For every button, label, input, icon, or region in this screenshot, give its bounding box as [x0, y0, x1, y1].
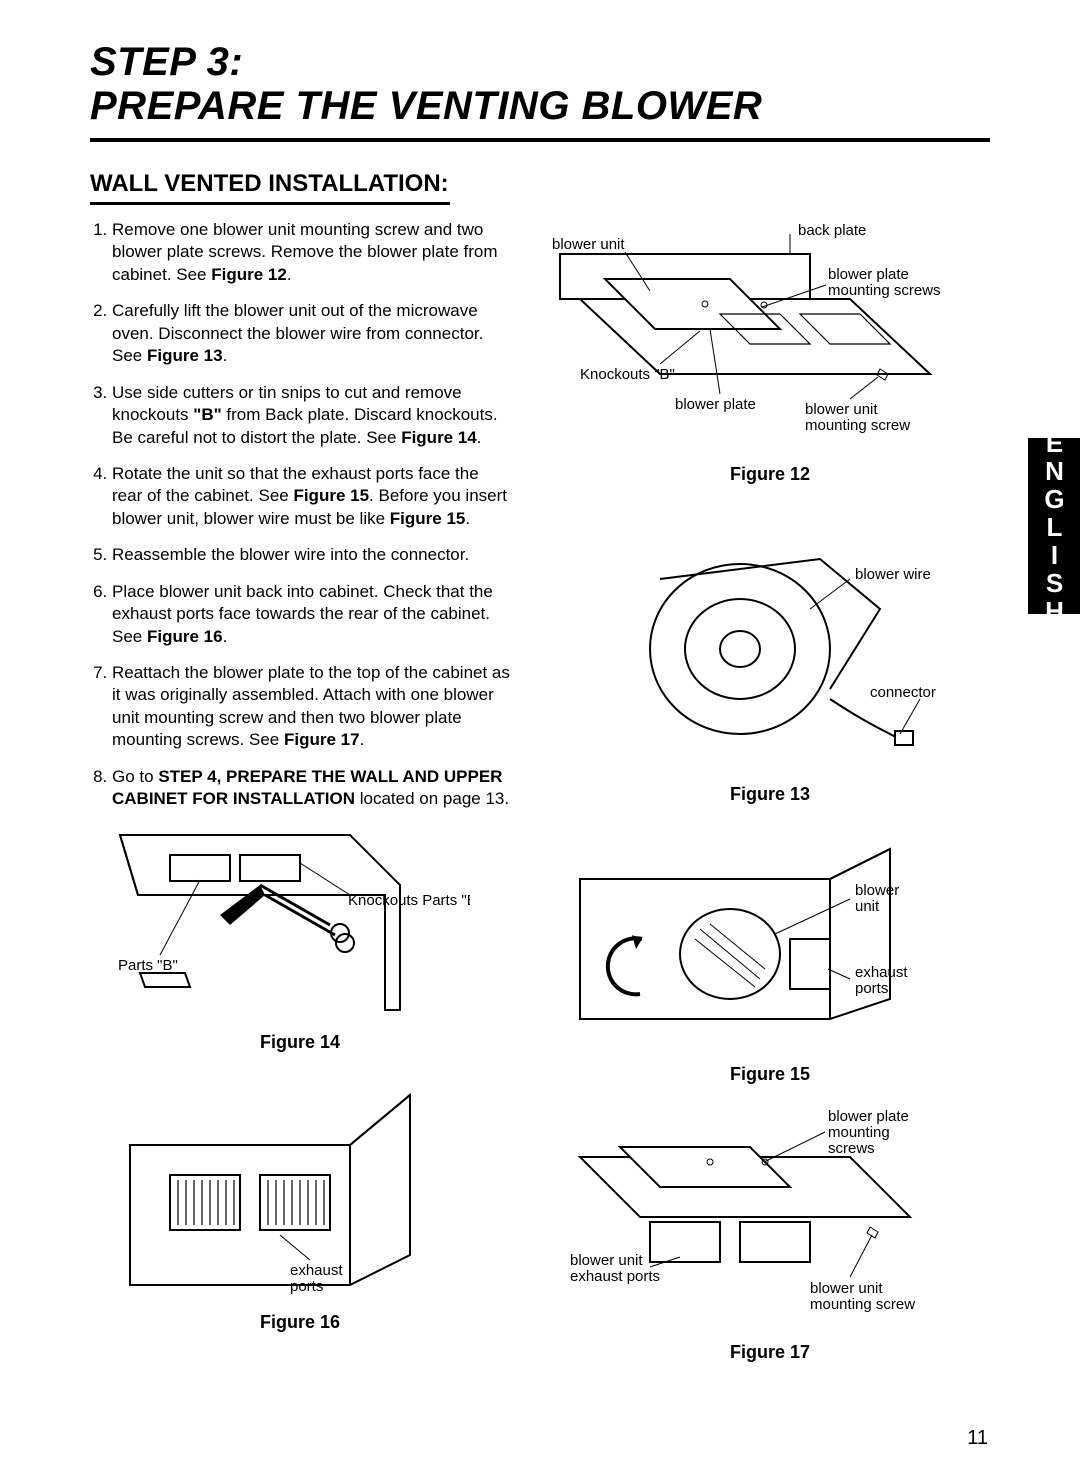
- step-1-bold: Figure 12: [211, 265, 287, 284]
- fig16-exhaust-l1: exhaust: [290, 1262, 343, 1279]
- title-line2: PREPARE THE VENTING BLOWER: [90, 84, 762, 128]
- figure-17: blower plate mounting screws blower unit…: [550, 1107, 990, 1363]
- step-4-b2: Figure 15: [390, 509, 466, 528]
- subtitle-rule: [90, 202, 450, 205]
- step-4-b1: Figure 15: [293, 486, 369, 505]
- fig12-bums1: blower unit: [805, 401, 878, 418]
- figure-15: blower unit exhaust ports Figure 15: [550, 839, 990, 1085]
- fig12-backplate: back plate: [798, 222, 866, 239]
- fig13-wire: blower wire: [855, 566, 931, 583]
- fig15-bu2: unit: [855, 898, 880, 915]
- left-column: Remove one blower unit mounting screw an…: [90, 219, 510, 1369]
- fig12-bpms2: mounting screws: [828, 282, 941, 299]
- fig15-caption: Figure 15: [550, 1064, 990, 1085]
- step-2-bold: Figure 13: [147, 346, 223, 365]
- title-rule: [90, 138, 990, 142]
- step-4-post: .: [465, 509, 470, 528]
- right-column: back plate blower unit blower plate moun…: [550, 219, 990, 1369]
- fig12-blowerunit: blower unit: [552, 236, 625, 253]
- step-1-post: .: [287, 265, 292, 284]
- figure-14: Knockouts Parts "B" Parts "B" Figure 14: [90, 825, 510, 1055]
- fig17-bums1: blower unit: [810, 1280, 883, 1297]
- step-7-bold: Figure 17: [284, 730, 360, 749]
- title-line1: STEP 3:: [90, 40, 243, 84]
- step-8: Go to STEP 4, PREPARE THE WALL AND UPPER…: [112, 766, 510, 811]
- step-6-bold: Figure 16: [147, 627, 223, 646]
- fig15-ep1: exhaust: [855, 964, 908, 981]
- fig17-bpms1: blower plate: [828, 1108, 909, 1125]
- step-2-post: .: [223, 346, 228, 365]
- fig15-ep2: ports: [855, 980, 888, 997]
- step-4: Rotate the unit so that the exhaust port…: [112, 463, 510, 530]
- language-tab: ENGLISH: [1028, 438, 1080, 614]
- step-6-post: .: [223, 627, 228, 646]
- fig17-bpms3: screws: [828, 1140, 875, 1157]
- page-title: STEP 3: PREPARE THE VENTING BLOWER: [90, 40, 990, 128]
- fig15-bu1: blower: [855, 882, 899, 899]
- fig12-bpms1: blower plate: [828, 266, 909, 283]
- step-7: Reattach the blower plate to the top of …: [112, 662, 510, 752]
- fig17-caption: Figure 17: [550, 1342, 990, 1363]
- fig17-bue1: blower unit: [570, 1252, 643, 1269]
- fig17-bpms2: mounting: [828, 1124, 890, 1141]
- fig14-partsb-label: Parts "B": [118, 957, 178, 974]
- fig12-knockb: Knockouts "B": [580, 366, 675, 383]
- fig13-connector: connector: [870, 684, 936, 701]
- fig14-knockouts-label: Knockouts Parts "B": [348, 892, 470, 909]
- step-5: Reassemble the blower wire into the conn…: [112, 544, 510, 566]
- fig13-caption: Figure 13: [550, 784, 990, 805]
- fig17-bums2: mounting screw: [810, 1296, 915, 1313]
- figure-16: exhaust ports Figure 16: [90, 1085, 510, 1335]
- steps-list: Remove one blower unit mounting screw an…: [90, 219, 510, 811]
- fig16-caption: Figure 16: [90, 1311, 510, 1335]
- fig12-caption: Figure 12: [550, 464, 990, 485]
- page-number: 11: [967, 1427, 988, 1450]
- step-5-text: Reassemble the blower wire into the conn…: [112, 545, 469, 564]
- figure-13: blower wire connector Figure 13: [550, 509, 990, 805]
- step-2: Carefully lift the blower unit out of th…: [112, 300, 510, 367]
- fig14-caption: Figure 14: [90, 1031, 510, 1055]
- fig12-bums2: mounting screw: [805, 417, 910, 434]
- figure-12: back plate blower unit blower plate moun…: [550, 219, 990, 485]
- step-3: Use side cutters or tin snips to cut and…: [112, 382, 510, 449]
- step-3-post: .: [477, 428, 482, 447]
- step-7-post: .: [360, 730, 365, 749]
- section-subtitle: WALL VENTED INSTALLATION:: [90, 170, 990, 198]
- fig12-blowerplate: blower plate: [675, 396, 756, 413]
- fig16-exhaust-l2: ports: [290, 1278, 323, 1295]
- fig17-bue2: exhaust ports: [570, 1268, 660, 1285]
- step-6: Place blower unit back into cabinet. Che…: [112, 581, 510, 648]
- step-8-pre: Go to: [112, 767, 158, 786]
- step-3-b2: Figure 14: [401, 428, 477, 447]
- step-1: Remove one blower unit mounting screw an…: [112, 219, 510, 286]
- step-1-pre: Remove one blower unit mounting screw an…: [112, 220, 498, 284]
- step-3-b1: "B": [193, 405, 221, 424]
- step-8-post: located on page 13.: [355, 789, 509, 808]
